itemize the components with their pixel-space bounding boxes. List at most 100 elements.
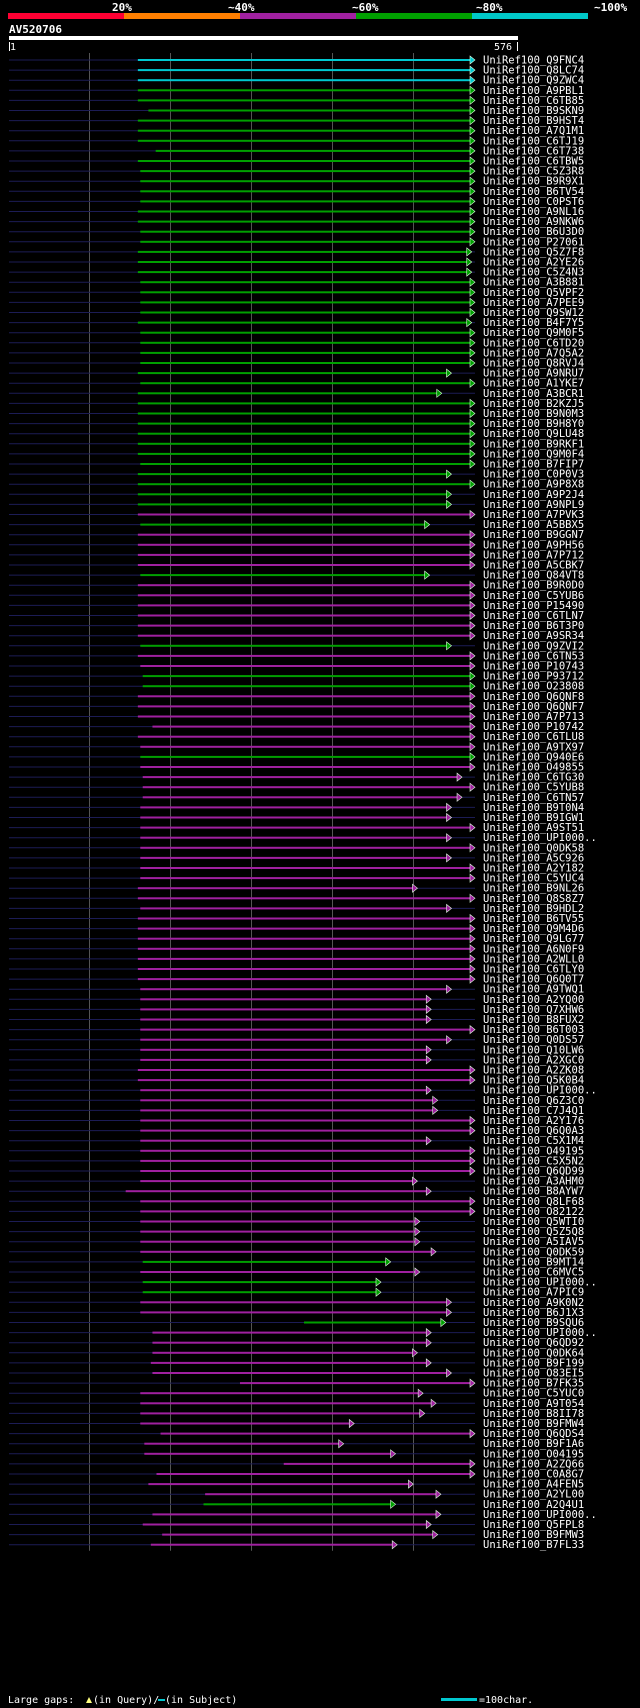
hit-label[interactable]: UniRef100_B9N0M3: [483, 408, 584, 420]
hit-label[interactable]: UniRef100_Q5K0B4: [483, 1075, 584, 1087]
hit-row[interactable]: UniRef100_C5X5N2: [9, 1155, 584, 1167]
hit-row[interactable]: UniRef100_A6N0F9: [9, 943, 584, 955]
hit-label[interactable]: UniRef100_Q9ZWC4: [483, 75, 584, 87]
hit-row[interactable]: UniRef100_A9P8X8: [9, 479, 584, 491]
hit-label[interactable]: UniRef100_B6U3D0: [483, 226, 584, 238]
hit-row[interactable]: UniRef100_O83EI5: [9, 1368, 584, 1380]
hit-row[interactable]: UniRef100_A2Q4U1: [9, 1499, 584, 1511]
hit-row[interactable]: UniRef100_C6TB85: [9, 95, 584, 107]
hit-row[interactable]: UniRef100_Q9SW12: [9, 307, 584, 319]
hit-row[interactable]: UniRef100_C5Z3R8: [9, 166, 584, 178]
hit-row[interactable]: UniRef100_O23808: [9, 681, 584, 693]
hit-label[interactable]: UniRef100_C5X1M4: [483, 1135, 584, 1147]
hit-label[interactable]: UniRef100_Q6QD99: [483, 1166, 584, 1178]
hit-row[interactable]: UniRef100_Q0DK64: [9, 1347, 584, 1359]
hit-label[interactable]: UniRef100_P10742: [483, 721, 584, 733]
hit-label[interactable]: UniRef100_A7PIC9: [483, 1287, 584, 1299]
hit-label[interactable]: UniRef100_B9T0N4: [483, 802, 584, 814]
hit-label[interactable]: UniRef100_B6J1X3: [483, 1307, 584, 1319]
hit-row[interactable]: UniRef100_A2YQ00: [9, 994, 584, 1006]
hit-label[interactable]: UniRef100_A7P713: [483, 711, 584, 723]
hit-label[interactable]: UniRef100_B9H8Y0: [483, 418, 584, 430]
hit-label[interactable]: UniRef100_A2WLL0: [483, 953, 584, 965]
hit-row[interactable]: UniRef100_Q6Q0A3: [9, 1125, 584, 1137]
hit-row[interactable]: UniRef100_Q0DS57: [9, 1034, 584, 1046]
hit-label[interactable]: UniRef100_Q8LC74: [483, 65, 584, 77]
hit-label[interactable]: UniRef100_C6TLY0: [483, 964, 584, 976]
hit-row[interactable]: UniRef100_A9NKW6: [9, 216, 584, 228]
hit-row[interactable]: UniRef100_Q9ZWC4: [9, 75, 584, 87]
hit-label[interactable]: UniRef100_C5YUC0: [483, 1388, 584, 1400]
hit-label[interactable]: UniRef100_C6MVC5: [483, 1267, 584, 1279]
hit-row[interactable]: UniRef100_B9GGN7: [9, 529, 584, 541]
hit-label[interactable]: UniRef100_C5Z4N3: [483, 267, 584, 279]
hit-row[interactable]: UniRef100_UPI000..: [9, 1085, 597, 1097]
hit-row[interactable]: UniRef100_B7FK35: [9, 1378, 584, 1390]
hit-label[interactable]: UniRef100_B7FL33: [483, 1539, 584, 1551]
hit-row[interactable]: UniRef100_B7FL33: [9, 1539, 584, 1551]
hit-label[interactable]: UniRef100_O23808: [483, 681, 584, 693]
hit-label[interactable]: UniRef100_B9R9X1: [483, 176, 584, 188]
hit-row[interactable]: UniRef100_B9SQU6: [9, 1317, 584, 1329]
hit-row[interactable]: UniRef100_B6U3D0: [9, 226, 584, 238]
hit-label[interactable]: UniRef100_B9SQU6: [483, 1317, 584, 1329]
hit-row[interactable]: UniRef100_A9TX97: [9, 741, 584, 753]
hit-label[interactable]: UniRef100_B6T003: [483, 1024, 584, 1036]
hit-label[interactable]: UniRef100_Q84VT8: [483, 570, 584, 582]
hit-label[interactable]: UniRef100_P10743: [483, 661, 584, 673]
hit-row[interactable]: UniRef100_A7Q1M1: [9, 125, 584, 137]
hit-label[interactable]: UniRef100_Q9LU48: [483, 428, 584, 440]
hit-row[interactable]: UniRef100_B9HDL2: [9, 903, 584, 915]
hit-label[interactable]: UniRef100_A9T054: [483, 1398, 584, 1410]
hit-row[interactable]: UniRef100_B9R0D0: [9, 580, 584, 592]
hit-row[interactable]: UniRef100_Q940E6: [9, 751, 584, 763]
hit-row[interactable]: UniRef100_O49195: [9, 1145, 584, 1157]
hit-label[interactable]: UniRef100_A2XGC0: [483, 1054, 584, 1066]
hit-label[interactable]: UniRef100_Q5FPL8: [483, 1519, 584, 1531]
hit-label[interactable]: UniRef100_Q9M0F4: [483, 448, 584, 460]
hit-label[interactable]: UniRef100_A3B881: [483, 277, 584, 289]
hit-label[interactable]: UniRef100_Q8RVJ4: [483, 358, 584, 370]
hit-row[interactable]: UniRef100_UPI000..: [9, 1327, 597, 1339]
hit-label[interactable]: UniRef100_A5BBX5: [483, 519, 584, 531]
hit-label[interactable]: UniRef100_C6TN57: [483, 792, 584, 804]
hit-row[interactable]: UniRef100_Q6QD99: [9, 1166, 584, 1178]
hit-row[interactable]: UniRef100_A3AHM0: [9, 1176, 584, 1188]
hit-label[interactable]: UniRef100_B6TV54: [483, 186, 584, 198]
hit-label[interactable]: UniRef100_C6TLN7: [483, 610, 584, 622]
hit-row[interactable]: UniRef100_C6MVC5: [9, 1267, 584, 1279]
hit-row[interactable]: UniRef100_Q6QD92: [9, 1337, 584, 1349]
hit-row[interactable]: UniRef100_A9NPL9: [9, 499, 584, 511]
hit-row[interactable]: UniRef100_Q7XHW6: [9, 1004, 584, 1016]
hit-label[interactable]: UniRef100_O83EI5: [483, 1368, 584, 1380]
hit-row[interactable]: UniRef100_B9N0M3: [9, 408, 584, 420]
hit-row[interactable]: UniRef100_O82122: [9, 1206, 584, 1218]
hit-row[interactable]: UniRef100_Q8S8Z7: [9, 893, 584, 905]
hit-label[interactable]: UniRef100_C6T738: [483, 145, 584, 157]
hit-label[interactable]: UniRef100_B8FUX2: [483, 1014, 584, 1026]
hit-row[interactable]: UniRef100_A3BCR1: [9, 388, 584, 400]
hit-row[interactable]: UniRef100_B8AYW7: [9, 1186, 584, 1198]
hit-label[interactable]: UniRef100_A2ZQ66: [483, 1458, 584, 1470]
hit-row[interactable]: UniRef100_B9H8Y0: [9, 418, 584, 430]
hit-label[interactable]: UniRef100_A2ZK08: [483, 1065, 584, 1077]
hit-label[interactable]: UniRef100_A4FEN5: [483, 1479, 584, 1491]
hit-row[interactable]: UniRef100_B9SKN9: [9, 105, 584, 117]
hit-row[interactable]: UniRef100_Q9M0F4: [9, 448, 584, 460]
hit-label[interactable]: UniRef100_C0A8G7: [483, 1469, 584, 1481]
hit-row[interactable]: UniRef100_C5YUC0: [9, 1388, 584, 1400]
hit-row[interactable]: UniRef100_B6TV55: [9, 913, 584, 925]
hit-row[interactable]: UniRef100_P10742: [9, 721, 584, 733]
hit-label[interactable]: UniRef100_C0P0V3: [483, 469, 584, 481]
hit-row[interactable]: UniRef100_A9ST51: [9, 822, 584, 834]
hit-label[interactable]: UniRef100_A2YL00: [483, 1489, 584, 1501]
hit-row[interactable]: UniRef100_A7PIC9: [9, 1287, 584, 1299]
hit-row[interactable]: UniRef100_B9T0N4: [9, 802, 584, 814]
hit-label[interactable]: UniRef100_A2Y176: [483, 1115, 584, 1127]
hit-label[interactable]: UniRef100_Q8S8Z7: [483, 893, 584, 905]
hit-label[interactable]: UniRef100_Q6Z3C0: [483, 1095, 584, 1107]
hit-label[interactable]: UniRef100_Q9M0F5: [483, 327, 584, 339]
hit-row[interactable]: UniRef100_C7J4Q1: [9, 1105, 584, 1117]
hit-label[interactable]: UniRef100_B6T3P0: [483, 620, 584, 632]
hit-row[interactable]: UniRef100_C6TBW5: [9, 156, 584, 168]
